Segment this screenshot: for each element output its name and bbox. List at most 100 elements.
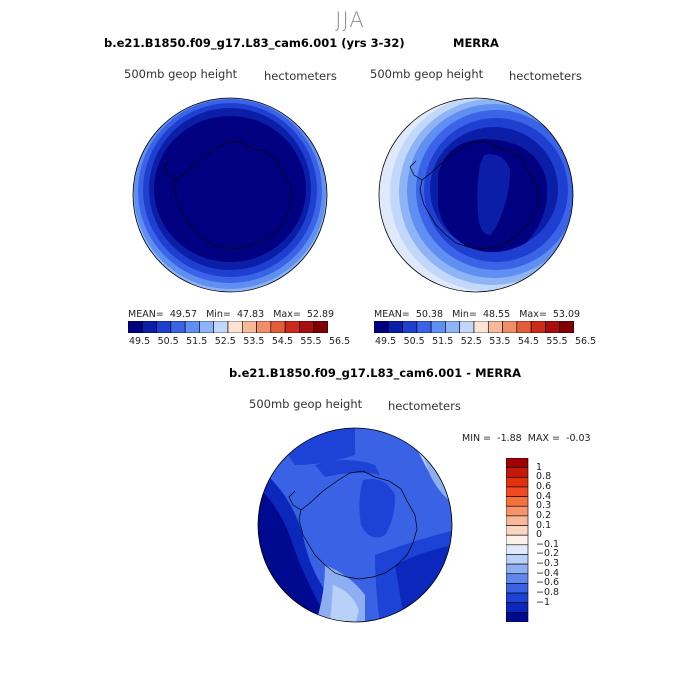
panel-2-stats: MEAN= 50.38 Min= 48.55 Max= 53.09 <box>374 309 581 320</box>
diff-colorbar-tick-label: −0.4 <box>536 567 560 579</box>
panel-1-field-label: 500mb geop height <box>124 67 238 81</box>
diff-colorbar-tick-label: 0.1 <box>536 519 552 531</box>
panel-2-colorbar <box>374 321 574 333</box>
panel-1-title: b.e21.B1850.f09_g17.L83_cam6.001 (yrs 3-… <box>104 36 405 50</box>
diff-colorbar-swatch <box>506 515 529 526</box>
panel-1-colorbar-tick-label: 52.5 <box>214 336 236 347</box>
panel-2-colorbar-swatch <box>516 321 532 333</box>
diff-colorbar-tick-label: −0.2 <box>536 548 560 560</box>
diff-colorbar-swatch <box>506 476 529 488</box>
diff-colorbar-swatch <box>506 583 529 594</box>
panel-2-colorbar-tick-label: 55.5 <box>546 336 568 347</box>
panel-1-colorbar-swatch <box>256 321 272 333</box>
diff-colorbar-tick-label: 0 <box>536 529 543 541</box>
diff-colorbar <box>506 458 529 622</box>
panel-1-colorbar-swatch <box>270 321 286 333</box>
panel-2-title: MERRA <box>453 36 499 50</box>
diff-colorbar-tick-label: 0.8 <box>536 471 552 483</box>
panel-1-colorbar-swatch <box>227 321 243 333</box>
panel-1-colorbar-tick-label: 51.5 <box>186 336 208 347</box>
panel-1-colorbar-swatch <box>156 321 172 333</box>
panel-2-colorbar-swatch <box>459 321 475 333</box>
panel-2-map <box>378 97 574 293</box>
diff-colorbar-tick-label: 0.6 <box>536 480 552 492</box>
panel-2-colorbar-swatch <box>445 321 461 333</box>
diff-colorbar-tick-label: 0.2 <box>536 509 552 521</box>
diff-colorbar-swatch <box>506 563 529 575</box>
panel-1-colorbar-tick-label: 55.5 <box>300 336 322 347</box>
diff-colorbar-swatch <box>506 486 529 497</box>
panel-2-units: hectometers <box>509 69 582 83</box>
panel-2-colorbar-tick-label: 56.5 <box>575 336 597 347</box>
panel-1-colorbar-swatch <box>313 321 328 333</box>
panel-1-colorbar-tick-label: 49.5 <box>129 336 151 347</box>
panel-1-map <box>132 97 328 293</box>
panel-1-colorbar-swatch <box>199 321 215 333</box>
panel-1-colorbar-swatch <box>170 321 186 333</box>
panel-2-colorbar-labels: 49.5 50.5 51.5 52.5 53.5 54.5 55.5 56.5 <box>374 336 596 350</box>
panel-2-colorbar-tick-label: 51.5 <box>432 336 454 347</box>
antarctica-coastline <box>173 140 293 250</box>
panel-1-colorbar-labels: 49.5 50.5 51.5 52.5 53.5 54.5 55.5 56.5 <box>128 336 350 350</box>
diff-units: hectometers <box>388 399 461 413</box>
panel-1-colorbar <box>128 321 328 333</box>
panel-2-colorbar-swatch <box>416 321 432 333</box>
diff-colorbar-swatch <box>506 458 529 468</box>
diff-colorbar-swatch <box>506 534 529 546</box>
panel-1-colorbar-swatch <box>128 321 143 333</box>
panel-2-colorbar-swatch <box>430 321 446 333</box>
diff-colorbar-tick-label: −0.6 <box>536 577 560 589</box>
diff-field-label: 500mb geop height <box>249 397 363 411</box>
panel-2-colorbar-tick-label: 53.5 <box>489 336 511 347</box>
panel-1-colorbar-tick-label: 50.5 <box>157 336 179 347</box>
diff-colorbar-swatch <box>506 525 529 536</box>
panel-1-colorbar-swatch <box>299 321 315 333</box>
diff-colorbar-labels: 1 0.8 0.6 0.4 0.3 0.2 0.1 0 −0.1 −0.2 −0.3 −0.4 −0.6… <box>536 458 576 624</box>
diff-colorbar-swatch <box>506 467 529 478</box>
panel-2-colorbar-swatch <box>530 321 546 333</box>
panel-1-colorbar-tick-label: 54.5 <box>271 336 293 347</box>
diff-panel-title: b.e21.B1850.f09_g17.L83_cam6.001 - MERRA <box>229 366 521 380</box>
panel-2-colorbar-swatch <box>402 321 418 333</box>
diff-colorbar-tick-label: 1 <box>536 461 543 473</box>
panel-1-colorbar-swatch <box>213 321 229 333</box>
panel-1-colorbar-swatch <box>184 321 200 333</box>
diff-colorbar-swatch <box>506 602 529 613</box>
panel-2-colorbar-tick-label: 52.5 <box>460 336 482 347</box>
diff-colorbar-swatch <box>506 554 529 565</box>
main-title: JJA <box>335 8 365 32</box>
diff-colorbar-tick-label: −0.3 <box>536 558 560 570</box>
antarctica-coastline <box>419 140 539 250</box>
diff-colorbar-tick-label: −0.1 <box>536 538 560 550</box>
diff-colorbar-swatch <box>506 496 529 507</box>
panel-1-colorbar-swatch <box>141 321 157 333</box>
panel-2-colorbar-tick-label: 50.5 <box>403 336 425 347</box>
panel-2-colorbar-swatch <box>545 321 561 333</box>
diff-colorbar-tick-label: −1 <box>536 596 551 608</box>
diff-colorbar-tick-label: 0.4 <box>536 490 552 502</box>
panel-2-colorbar-swatch <box>387 321 403 333</box>
panel-2-colorbar-swatch <box>374 321 389 333</box>
antarctica-coastline <box>298 470 418 580</box>
diff-colorbar-swatch <box>506 573 529 584</box>
diff-map <box>257 427 453 623</box>
panel-2-colorbar-tick-label: 49.5 <box>375 336 397 347</box>
panel-2-colorbar-swatch <box>502 321 518 333</box>
panel-2-field-label: 500mb geop height <box>370 67 484 81</box>
diff-colorbar-tick-label: 0.3 <box>536 500 552 512</box>
panel-1-colorbar-tick-label: 56.5 <box>329 336 351 347</box>
panel-1-units: hectometers <box>264 69 337 83</box>
diff-colorbar-swatch <box>506 592 529 604</box>
diff-colorbar-swatch <box>506 505 529 517</box>
diff-stats: MIN = -1.88 MAX = -0.03 <box>462 433 591 444</box>
diff-colorbar-tick-label: −0.8 <box>536 587 560 599</box>
panel-2-colorbar-swatch <box>473 321 489 333</box>
panel-1-colorbar-swatch <box>241 321 257 333</box>
panel-1-colorbar-tick-label: 53.5 <box>243 336 265 347</box>
panel-2-colorbar-tick-label: 54.5 <box>517 336 539 347</box>
panel-2-colorbar-swatch <box>559 321 574 333</box>
panel-2-colorbar-swatch <box>487 321 503 333</box>
panel-1-stats: MEAN= 49.57 Min= 47.83 Max= 52.89 <box>128 309 335 320</box>
panel-1-colorbar-swatch <box>284 321 300 333</box>
diff-colorbar-swatch <box>506 612 529 622</box>
